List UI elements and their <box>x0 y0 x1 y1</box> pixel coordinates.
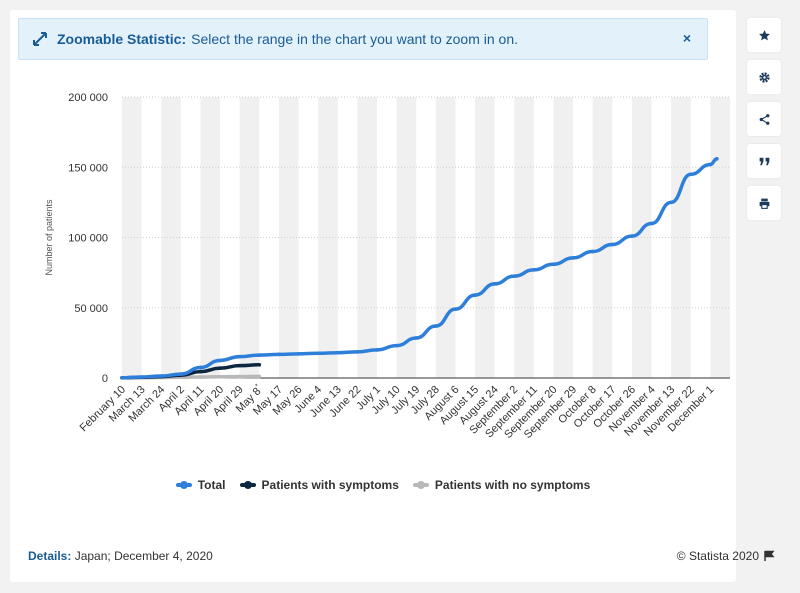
data-point-total[interactable] <box>139 375 144 379</box>
data-point-patients-with-no-symptoms[interactable] <box>257 374 262 379</box>
grid-band <box>318 97 338 378</box>
data-point-total[interactable] <box>355 350 360 354</box>
grid-band <box>161 97 181 378</box>
star-icon <box>758 29 770 40</box>
expand-icon <box>33 32 47 46</box>
data-point-total[interactable] <box>708 162 713 167</box>
zoom-banner: Zoomable Statistic: Select the range in … <box>18 18 708 60</box>
legend-label: Total <box>197 478 226 492</box>
data-point-total[interactable] <box>375 348 379 352</box>
y-tick-label: 50 000 <box>74 303 108 315</box>
flag-icon <box>764 550 775 561</box>
data-point-total[interactable] <box>316 351 320 356</box>
data-point-total[interactable] <box>688 172 693 177</box>
data-point-total[interactable] <box>669 200 673 205</box>
data-point-total[interactable] <box>532 268 536 272</box>
gear-icon <box>758 71 770 83</box>
y-tick-label: 100 000 <box>68 233 108 245</box>
data-point-total[interactable] <box>335 350 340 355</box>
data-point-patients-with-symptoms[interactable] <box>237 363 242 368</box>
data-point-total[interactable] <box>630 234 634 238</box>
details-text: Japan; December 4, 2020 <box>74 549 213 563</box>
credit-text: © Statista 2020 <box>676 549 759 563</box>
legend-swatch <box>412 481 429 489</box>
cite-button[interactable] <box>747 144 781 178</box>
data-point-total[interactable] <box>179 372 183 376</box>
legend-item-patients-with-symptoms[interactable]: Patients with symptoms <box>239 478 399 492</box>
sidebar-toolbar <box>747 18 781 228</box>
details-note: Details: Japan; December 4, 2020 <box>28 549 213 563</box>
data-point-total[interactable] <box>571 256 575 260</box>
quote-icon <box>759 157 769 165</box>
data-point-patients-with-symptoms[interactable] <box>218 366 222 370</box>
close-button[interactable]: × <box>682 30 691 46</box>
data-point-total[interactable] <box>237 354 242 359</box>
data-point-total[interactable] <box>512 274 517 278</box>
favorite-button[interactable] <box>747 18 781 52</box>
data-point-total[interactable] <box>218 358 222 363</box>
data-point-patients-with-no-symptoms[interactable] <box>218 374 222 379</box>
legend-label: Patients with no symptoms <box>434 478 591 492</box>
print-icon <box>759 198 769 209</box>
data-point-total[interactable] <box>649 221 654 226</box>
banner-title: Zoomable Statistic: <box>57 31 187 47</box>
settings-button[interactable] <box>747 60 781 94</box>
banner-text: Select the range in the chart you want t… <box>191 31 519 47</box>
data-point-total[interactable] <box>296 352 301 356</box>
line-chart[interactable]: 0 50 000 100 000 150 000 200 000 Number of pa… <box>0 0 800 470</box>
data-point-total[interactable] <box>715 157 719 161</box>
data-point-total[interactable] <box>198 365 203 370</box>
series-line-total[interactable] <box>120 157 719 380</box>
data-point-patients-with-symptoms[interactable] <box>257 362 262 367</box>
data-point-total[interactable] <box>414 336 418 340</box>
data-point-total[interactable] <box>551 262 556 266</box>
data-point-total[interactable] <box>159 374 164 378</box>
chart-legend: Total Patients with symptoms Patients with… <box>0 478 766 492</box>
data-point-total[interactable] <box>492 282 497 286</box>
share-icon <box>759 113 769 125</box>
y-tick-label: 200 000 <box>68 92 108 104</box>
data-point-patients-with-no-symptoms[interactable] <box>198 375 203 379</box>
legend-item-total[interactable]: Total <box>175 478 226 492</box>
data-point-total[interactable] <box>257 353 262 357</box>
statista-credit[interactable]: © Statista 2020 <box>677 549 775 563</box>
legend-swatch <box>239 481 256 489</box>
data-point-total[interactable] <box>473 293 477 297</box>
data-point-patients-with-symptoms[interactable] <box>198 369 203 374</box>
data-point-total[interactable] <box>434 324 438 328</box>
legend-label: Patients with symptoms <box>261 478 399 492</box>
legend-swatch <box>175 481 192 489</box>
legend-item-patients-with-no-symptoms[interactable]: Patients with no symptoms <box>412 478 591 492</box>
y-tick-label: 150 000 <box>68 162 108 174</box>
data-point-total[interactable] <box>277 352 281 357</box>
y-tick-label: 0 <box>102 373 108 385</box>
data-point-total[interactable] <box>590 249 595 254</box>
superscript-mark: * <box>254 383 261 390</box>
data-point-total[interactable] <box>120 375 124 380</box>
data-point-total[interactable] <box>610 242 615 247</box>
data-point-patients-with-no-symptoms[interactable] <box>237 374 242 379</box>
print-button[interactable] <box>747 186 781 220</box>
share-button[interactable] <box>747 102 781 136</box>
data-point-total[interactable] <box>453 307 458 311</box>
y-axis-title: Number of patients <box>44 199 54 276</box>
details-label: Details: <box>28 549 72 563</box>
data-point-total[interactable] <box>394 343 399 348</box>
